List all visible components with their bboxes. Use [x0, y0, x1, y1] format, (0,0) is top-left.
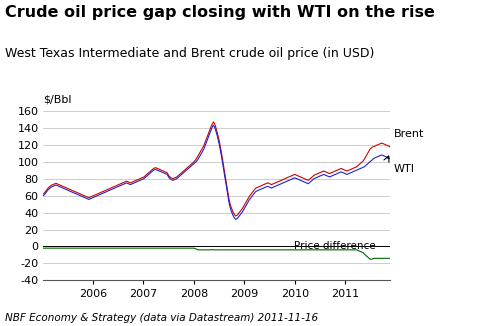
Text: Crude oil price gap closing with WTI on the rise: Crude oil price gap closing with WTI on …	[5, 5, 435, 20]
Text: NBF Economy & Strategy (data via Datastream) 2011-11-16: NBF Economy & Strategy (data via Datastr…	[5, 313, 318, 323]
Text: Price difference: Price difference	[294, 241, 375, 251]
Text: West Texas Intermediate and Brent crude oil price (in USD): West Texas Intermediate and Brent crude …	[5, 47, 374, 60]
Text: WTI: WTI	[394, 164, 415, 174]
Text: $/Bbl: $/Bbl	[43, 94, 72, 104]
Text: Brent: Brent	[394, 129, 424, 139]
